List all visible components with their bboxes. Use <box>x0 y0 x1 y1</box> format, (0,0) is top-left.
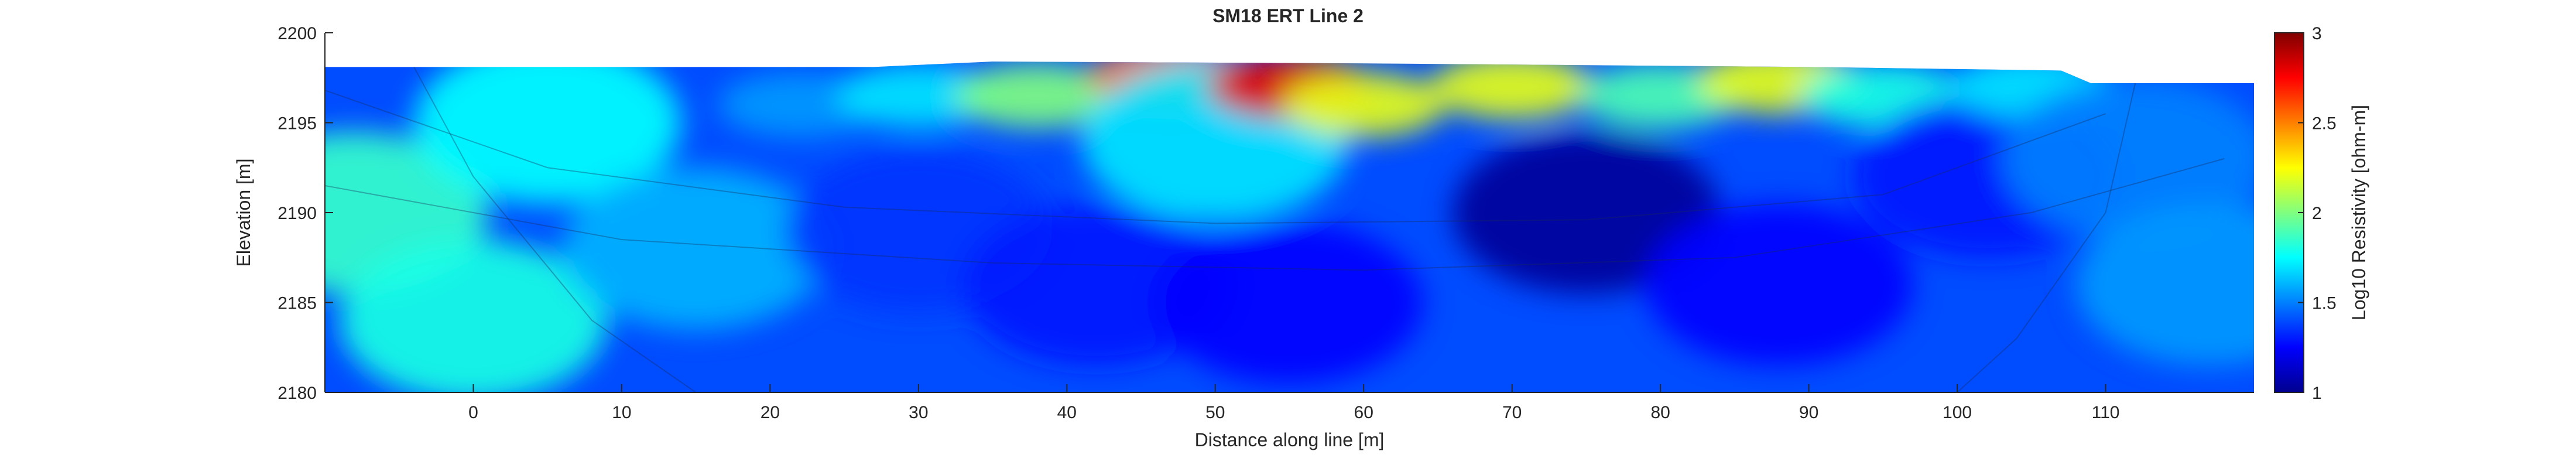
resistivity-anomaly-23 <box>2075 203 2254 365</box>
resistivity-anomaly-13 <box>1282 72 1445 138</box>
colorbar-tick-label: 3 <box>2312 24 2322 43</box>
resistivity-anomaly-18 <box>1645 203 1913 365</box>
resistivity-section <box>325 61 2254 393</box>
x-tick-label: 110 <box>2092 403 2120 422</box>
y-tick-label: 2185 <box>278 294 317 313</box>
x-tick-label: 80 <box>1650 403 1670 422</box>
y-tick-label: 2200 <box>278 24 317 43</box>
resistivity-anomaly-7 <box>955 63 1119 128</box>
x-tick-label: 20 <box>761 403 780 422</box>
x-tick-label: 100 <box>1943 403 1972 422</box>
x-tick-label: 0 <box>468 403 478 422</box>
resistivity-anomaly-3 <box>562 168 830 330</box>
x-tick-label: 90 <box>1799 403 1818 422</box>
resistivity-anomaly-12 <box>1156 221 1423 384</box>
colorbar-tick-label: 2.5 <box>2312 114 2337 134</box>
colorbar-label: Log10 Resistivity [ohm-m] <box>2348 105 2369 320</box>
contour-line-2 <box>413 66 697 393</box>
resistivity-anomaly-22 <box>2002 77 2254 240</box>
resistivity-anomaly-2 <box>414 61 681 204</box>
colorbar-tick-label: 1.5 <box>2312 294 2337 313</box>
x-tick-label: 10 <box>612 403 631 422</box>
contour-line-1 <box>325 158 2225 271</box>
x-tick-label: 40 <box>1057 403 1077 422</box>
resistivity-anomaly-15 <box>1453 131 1720 294</box>
resistivity-anomaly-6 <box>837 63 1001 128</box>
chart-title: SM18 ERT Line 2 <box>1212 5 1364 26</box>
axes: 0 10 20 30 40 50 60 70 80 90 100 110 2180 2185 2190 219… <box>278 24 2254 422</box>
y-tick-label: 2180 <box>278 384 317 403</box>
x-tick-label: 30 <box>909 403 928 422</box>
contour-line-3 <box>1957 83 2136 393</box>
x-axis-label: Distance along line [m] <box>1195 429 1385 450</box>
x-tick-label: 60 <box>1354 403 1373 422</box>
resistivity-anomaly-14 <box>1430 61 1594 119</box>
y-tick-label: 2195 <box>278 114 317 134</box>
colorbar-tick-label: 2 <box>2312 204 2322 223</box>
y-axis-label: Elevation [m] <box>233 159 254 267</box>
colorbar-tick-label: 1 <box>2312 384 2322 403</box>
x-tick-label: 50 <box>1205 403 1225 422</box>
contour-line-0 <box>325 90 2106 224</box>
x-tick-label: 70 <box>1502 403 1522 422</box>
colorbar: 1 1.5 2 2.5 3 <box>2274 24 2337 403</box>
resistivity-anomaly-1 <box>340 240 607 393</box>
y-tick-label: 2190 <box>278 204 317 223</box>
